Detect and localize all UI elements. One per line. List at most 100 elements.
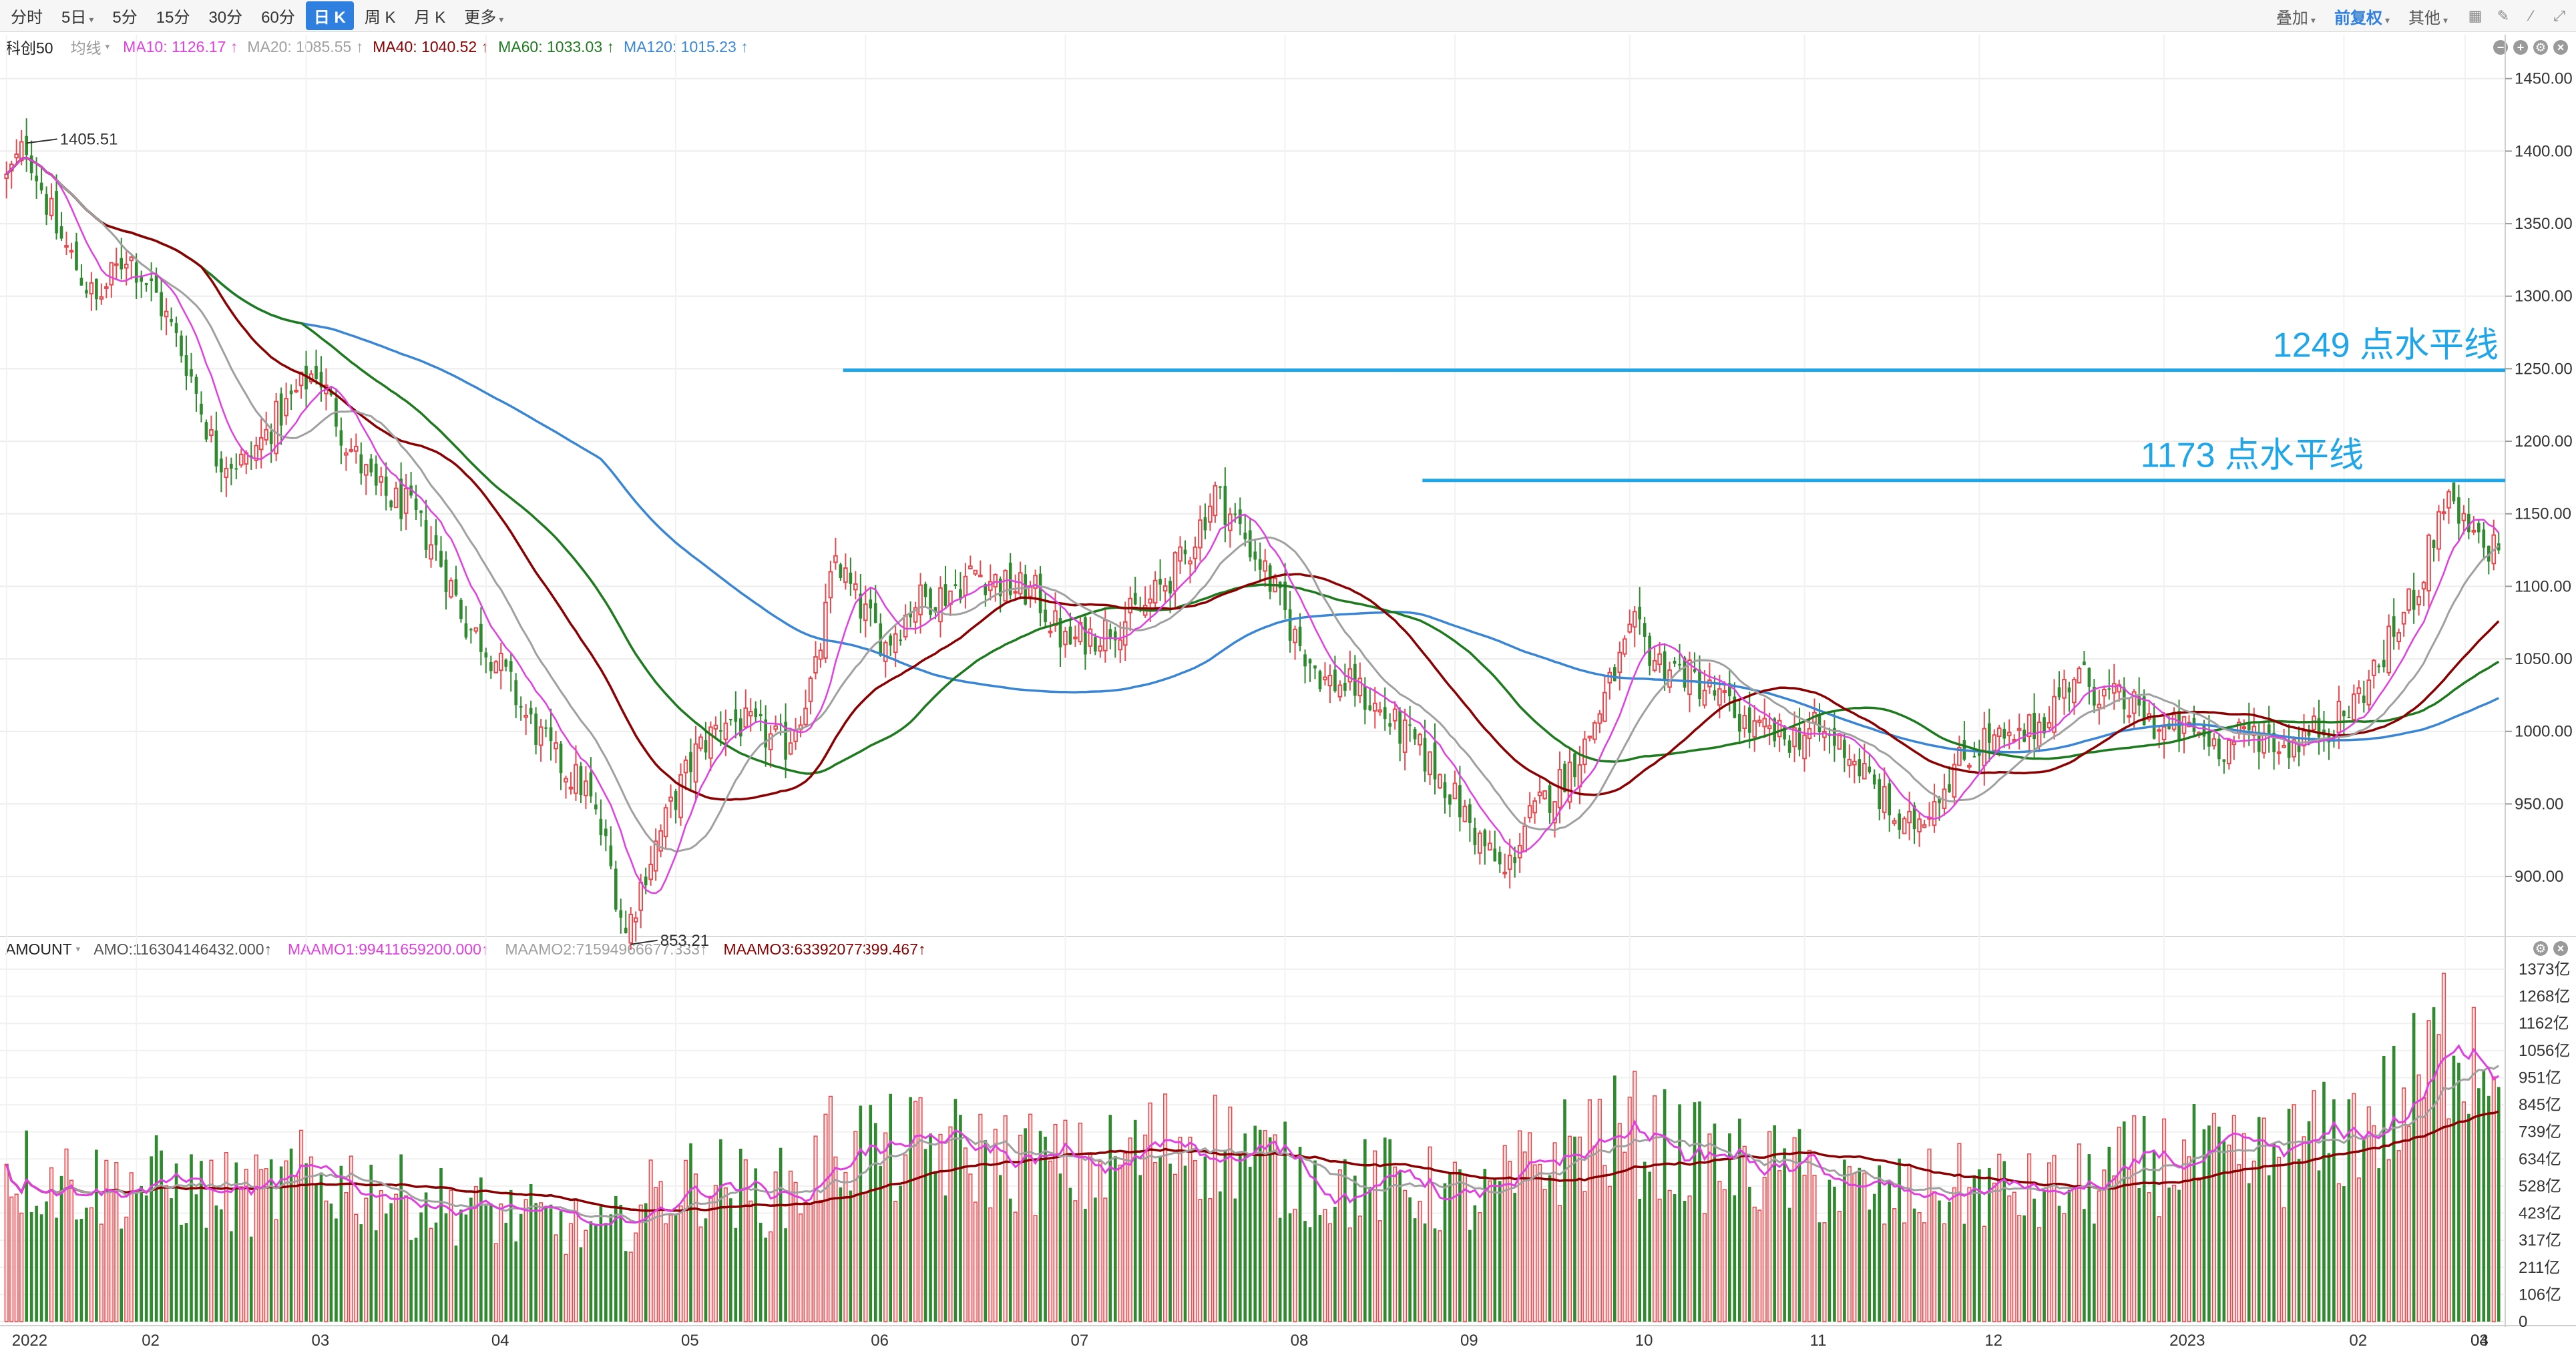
candle-up [538, 726, 544, 746]
candle-down [1283, 581, 1287, 611]
close-icon[interactable]: × [2553, 40, 2568, 55]
candle-down [2392, 616, 2396, 637]
volume-bar-up [1178, 1137, 1183, 1322]
price-tick-label: 950.00 [2515, 795, 2563, 813]
period-tab-60min[interactable]: 60分 [261, 9, 295, 27]
period-tab-5min[interactable]: 5分 [112, 9, 138, 27]
volume-bar-down [2167, 1187, 2171, 1322]
volume-bar-down [1183, 1165, 1187, 1322]
volume-bar-up [654, 1187, 658, 1322]
candle-down [1548, 785, 1552, 813]
volume-bar-up [1172, 1173, 1178, 1322]
candle-down [1038, 573, 1042, 613]
ma40-line [5, 156, 2500, 801]
ma-type-selector[interactable]: 均线 [70, 39, 101, 57]
grid-icon[interactable]: ▦ [2468, 7, 2483, 24]
candle-up [114, 263, 119, 266]
volume-bar-down [1787, 1207, 1791, 1322]
close-icon[interactable]: × [2553, 941, 2568, 956]
volume-bar-down [304, 1163, 308, 1322]
volume-tick-label: 0 [2519, 1313, 2527, 1331]
period-tab-weekly[interactable]: 周 K [364, 9, 396, 27]
volume-bar-down [1817, 1222, 1821, 1322]
volume-bar-down [2342, 1186, 2346, 1322]
candle-up [1957, 747, 1962, 766]
volume-bar-up [1198, 1199, 1203, 1322]
candle-down [2412, 589, 2416, 610]
volume-indicator-name[interactable]: AMOUNT [5, 940, 72, 958]
settings-icon[interactable]: ⚙ [2533, 941, 2548, 956]
volume-bar-up [1193, 1160, 1198, 1322]
candle-up [1632, 611, 1637, 628]
period-tab-monthly[interactable]: 月 K [414, 9, 446, 27]
period-tab-fenshi[interactable]: 分时 [11, 9, 43, 27]
volume-bar-up [274, 1219, 278, 1322]
candle-up [2016, 728, 2022, 731]
candle-down [439, 551, 443, 567]
volume-bar-up [1587, 1099, 1592, 1322]
period-tab-daily[interactable]: 日 K [305, 1, 354, 30]
time-tick-label: 09 [1460, 1332, 1478, 1350]
volume-tick-label: 106亿 [2519, 1286, 2561, 1304]
other-menu[interactable]: 其他 ▾ [2408, 9, 2448, 27]
candle-up [1657, 653, 1662, 665]
candle-down [2257, 734, 2261, 752]
candle-down [1363, 686, 1367, 710]
volume-bar-up [1557, 1205, 1562, 1322]
volume-bar-up [1033, 1215, 1038, 1322]
volume-bar-down [599, 1206, 603, 1322]
volume-bar-down [1483, 1169, 1487, 1322]
pane-divider[interactable] [0, 936, 2576, 937]
minimize-icon[interactable]: − [2493, 40, 2508, 55]
candle-up [743, 707, 748, 728]
pencil-icon[interactable]: ✎ [2497, 7, 2510, 24]
fullscreen-icon[interactable]: ⤢ [2553, 7, 2565, 24]
candle-up [1532, 800, 1537, 814]
volume-bar-down [419, 1212, 423, 1322]
candle-up [1587, 736, 1592, 739]
volume-bar-up [1992, 1182, 1996, 1322]
volume-bar-down [414, 1238, 418, 1322]
time-tick-label: 03 [2471, 1332, 2489, 1350]
candle-up [363, 464, 369, 476]
candle-down [873, 603, 877, 623]
price-tick-label: 1450.00 [2515, 70, 2573, 88]
candle-up [1932, 801, 1937, 826]
volume-bar-down [2083, 1209, 2086, 1322]
volume-bar-down [909, 1097, 912, 1322]
volume-bar-down [314, 1184, 318, 1322]
period-tab-5day[interactable]: 5日 ▾ [61, 9, 94, 27]
volume-bar-down [289, 1148, 293, 1322]
candle-up [2441, 511, 2446, 515]
volume-bar-up [2441, 973, 2446, 1322]
candle-up [808, 678, 813, 702]
draw-icon[interactable]: ⁄ [2530, 7, 2533, 24]
candle-up [1152, 579, 1158, 604]
ma60-legend: MA60: 1033.03 ↑ [498, 37, 615, 55]
overlay-menu[interactable]: 叠加 ▾ [2276, 9, 2316, 27]
volume-bar-up [2282, 1207, 2286, 1322]
candle-down [180, 335, 183, 356]
period-tab-more[interactable]: 更多 ▾ [464, 9, 504, 27]
volume-bar-down [2032, 1198, 2036, 1322]
candle-up [913, 607, 918, 623]
candle-up [1982, 728, 1987, 767]
candle-down [2272, 732, 2276, 752]
add-icon[interactable]: + [2513, 40, 2528, 55]
candle-up [1757, 720, 1762, 724]
candle-up [1193, 546, 1198, 559]
volume-bar-down [1678, 1104, 1681, 1322]
settings-icon[interactable]: ⚙ [2533, 40, 2548, 55]
candle-down [249, 455, 253, 457]
period-tab-30min[interactable]: 30分 [208, 9, 243, 27]
candle-up [1582, 738, 1587, 766]
candle-down [2202, 724, 2206, 737]
volume-bar-down [1648, 1171, 1651, 1322]
adjust-menu[interactable]: 前复权 ▾ [2334, 9, 2390, 27]
volume-bar-down [479, 1177, 483, 1322]
volume-bar-up [224, 1151, 228, 1322]
candle-down [959, 589, 962, 600]
period-tab-15min[interactable]: 15分 [156, 9, 190, 27]
volume-bar-down [1563, 1099, 1566, 1322]
